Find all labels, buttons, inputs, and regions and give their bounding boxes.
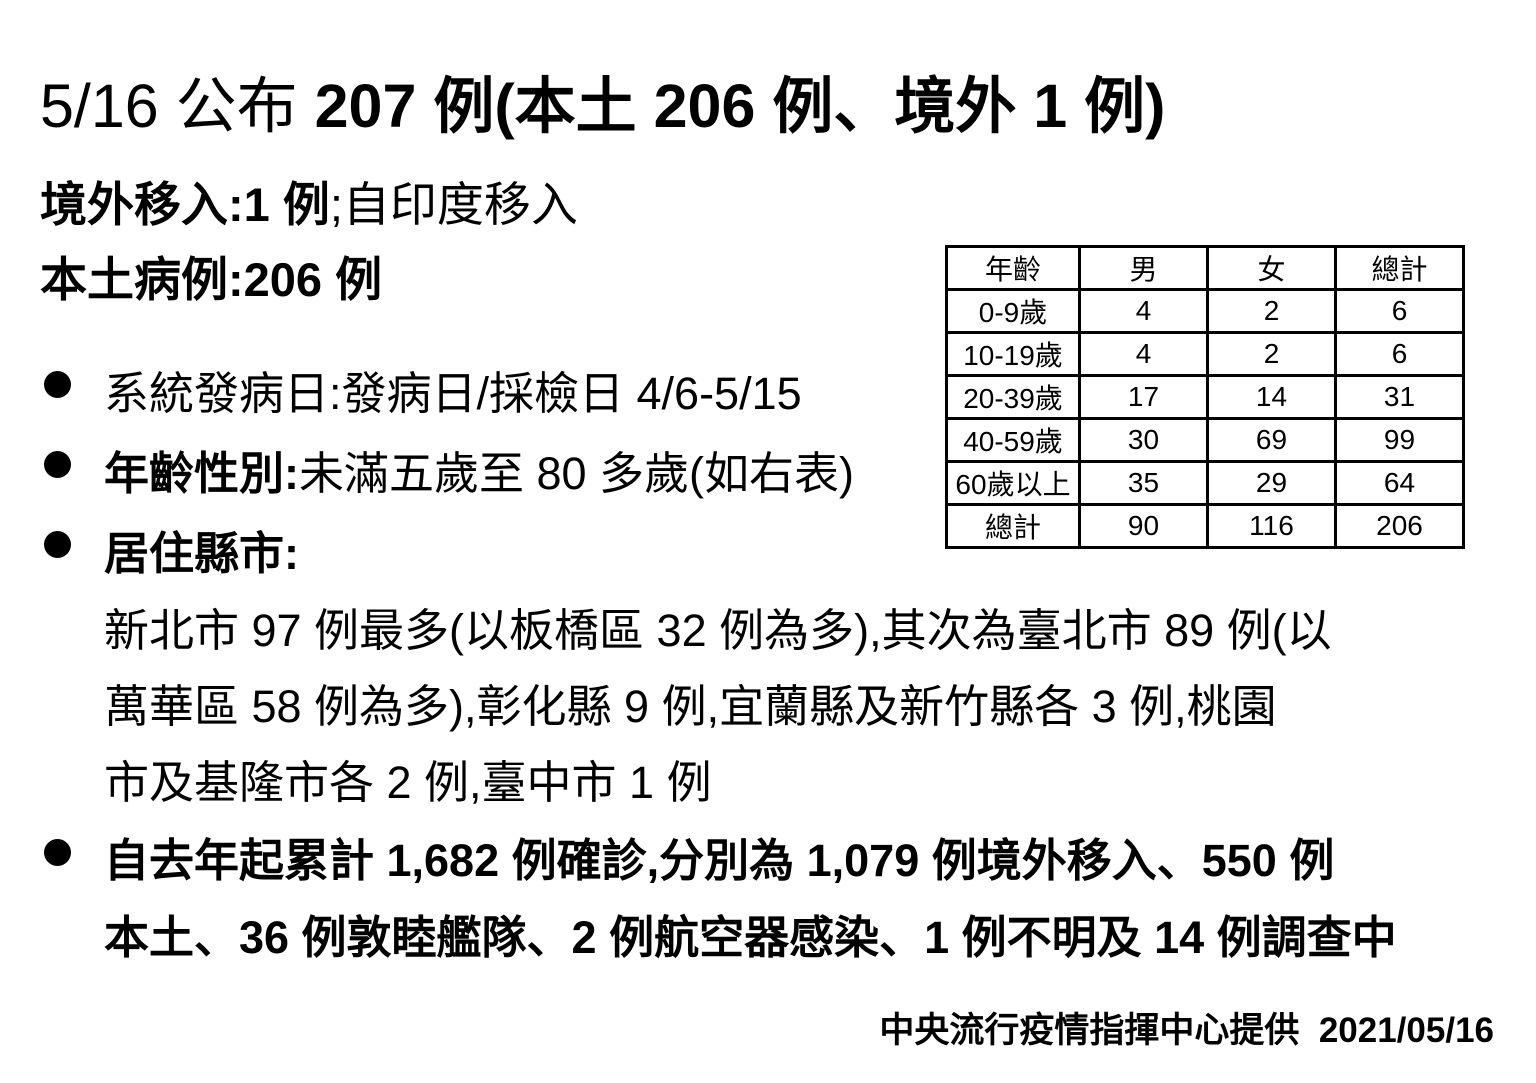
imported-cases-origin: ;自印度移入 [329,178,578,231]
table-header-row: 年齡 男 女 總計 [945,245,1465,291]
table-cell: 6 [1334,288,1465,334]
table-row: 40-59歲 30 69 99 [945,417,1465,463]
table-cell: 64 [1334,460,1465,506]
bullet-icon [44,839,71,866]
table-cell: 116 [1206,503,1337,549]
table-cell: 35 [1078,460,1209,506]
table-cell: 10-19歲 [945,331,1081,377]
table-cell: 總計 [945,503,1081,549]
bullet-icon [44,531,71,558]
bullet-icon [44,371,71,398]
title-case-count: 207 例(本土 206 例、境外 1 例) [314,72,1166,140]
table-row: 0-9歲 4 2 6 [945,288,1465,334]
table-header-total: 總計 [1334,245,1465,291]
table-cell: 206 [1334,503,1465,549]
source-attribution: 中央流行疫情指揮中心提供 2021/05/16 [879,1011,1494,1050]
table-cell: 4 [1078,331,1209,377]
table-cell: 2 [1206,331,1337,377]
bullet-icon [44,451,71,478]
page-title: 5/16 公布 207 例(本土 206 例、境外 1 例) [40,56,1165,145]
table-cell: 17 [1078,374,1209,420]
table-cell: 40-59歲 [945,417,1081,463]
residence-detail-line: 萬華區 58 例為多),彰化縣 9 例,宜蘭縣及新竹縣各 3 例,桃園 [104,681,1277,732]
table-header-male: 男 [1078,245,1209,291]
table-cell: 29 [1206,460,1337,506]
age-gender-label: 年齡性別: [104,448,299,499]
bullet-residence-label: 居住縣市: [104,528,299,579]
table-cell: 4 [1078,288,1209,334]
table-row: 20-39歲 17 14 31 [945,374,1465,420]
table-row: 10-19歲 4 2 6 [945,331,1465,377]
table-cell: 69 [1206,417,1337,463]
residence-detail-line: 新北市 97 例最多(以板橋區 32 例為多),其次為臺北市 89 例(以 [104,605,1332,656]
table-cell: 0-9歲 [945,288,1081,334]
bullet-age-gender: 年齡性別:未滿五歲至 80 多歲(如右表) [104,437,854,502]
table-cell: 99 [1334,417,1465,463]
table-cell: 20-39歲 [945,374,1081,420]
cumulative-total-line: 自去年起累計 1,682 例確診,分別為 1,079 例境外移入、550 例 [104,835,1335,886]
table-row: 60歲以上 35 29 64 [945,460,1465,506]
age-gender-table: 年齡 男 女 總計 0-9歲 4 2 6 10-19歲 4 2 6 20-39歲… [945,245,1465,549]
table-cell: 90 [1078,503,1209,549]
imported-cases-line: 境外移入:1 例;自印度移入 [40,166,578,235]
domestic-cases-line: 本土病例:206 例 [40,253,383,306]
imported-cases-count: 境外移入:1 例 [40,178,330,231]
table-cell: 6 [1334,331,1465,377]
age-gender-text: 未滿五歲至 80 多歲(如右表) [299,448,855,499]
table-cell: 14 [1206,374,1337,420]
table-cell: 60歲以上 [945,460,1081,506]
residence-detail-line: 市及基隆市各 2 例,臺中市 1 例 [104,757,712,808]
table-header-female: 女 [1206,245,1337,291]
table-cell: 2 [1206,288,1337,334]
table-cell: 30 [1078,417,1209,463]
title-date-part: 5/16 公布 [40,72,315,140]
table-header-age: 年齡 [945,245,1081,291]
cumulative-total-line: 本土、36 例敦睦艦隊、2 例航空器感染、1 例不明及 14 例調查中 [104,912,1397,963]
table-total-row: 總計 90 116 206 [945,503,1465,549]
bullet-onset-date: 系統發病日:發病日/採檢日 4/6-5/15 [104,368,802,419]
table-cell: 31 [1334,374,1465,420]
